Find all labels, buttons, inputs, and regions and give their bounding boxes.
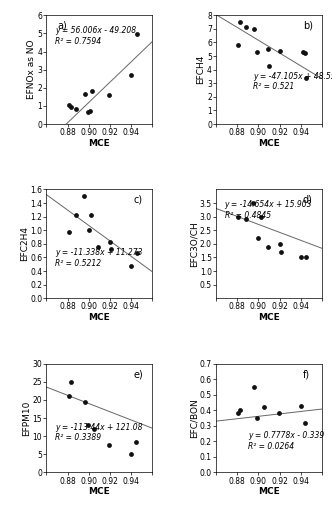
Point	[73, 211, 79, 219]
Y-axis label: EFNOx as NO: EFNOx as NO	[27, 40, 36, 100]
Point	[256, 234, 261, 242]
Text: y = 56.006x - 49.208
R² = 0.7594: y = 56.006x - 49.208 R² = 0.7594	[55, 26, 136, 46]
Point	[128, 450, 134, 458]
Point	[128, 262, 134, 270]
Point	[238, 18, 243, 26]
Y-axis label: EFC2H4: EFC2H4	[20, 227, 29, 261]
Point	[255, 48, 260, 56]
Point	[298, 253, 303, 262]
Text: y = -11.338x + 11.273
R² = 0.5212: y = -11.338x + 11.273 R² = 0.5212	[55, 248, 142, 268]
X-axis label: MCE: MCE	[89, 313, 110, 322]
Point	[73, 105, 79, 113]
Point	[87, 107, 93, 115]
Point	[66, 101, 71, 109]
Point	[81, 192, 86, 200]
Y-axis label: EFC3O/CH: EFC3O/CH	[189, 221, 199, 267]
Text: b): b)	[303, 21, 313, 30]
Point	[303, 74, 309, 82]
Text: y = -113.44x + 121.08
R² = 0.3389: y = -113.44x + 121.08 R² = 0.3389	[55, 423, 142, 442]
Point	[252, 383, 257, 391]
Y-axis label: EFCH4: EFCH4	[197, 55, 206, 84]
Point	[298, 401, 303, 409]
X-axis label: MCE: MCE	[89, 487, 110, 496]
Text: y = -47.105x + 48.555
R² = 0.521: y = -47.105x + 48.555 R² = 0.521	[253, 72, 332, 91]
Point	[276, 409, 281, 418]
Text: e): e)	[133, 369, 143, 379]
Point	[255, 414, 260, 422]
Point	[85, 108, 90, 116]
Y-axis label: EFPM10: EFPM10	[22, 400, 31, 436]
Point	[261, 403, 266, 411]
Point	[82, 90, 87, 98]
Point	[277, 47, 282, 55]
Point	[66, 228, 71, 236]
Point	[106, 441, 112, 449]
Point	[266, 61, 272, 70]
Point	[258, 212, 263, 220]
Point	[238, 406, 243, 415]
Point	[134, 249, 139, 258]
Y-axis label: EFC/BON: EFC/BON	[189, 398, 199, 438]
Point	[243, 215, 248, 224]
Point	[106, 91, 112, 99]
Point	[278, 248, 284, 256]
Point	[68, 103, 73, 111]
Point	[300, 48, 306, 56]
Point	[302, 49, 308, 57]
Text: d): d)	[303, 195, 313, 205]
Point	[236, 41, 241, 49]
Point	[85, 421, 90, 429]
Point	[252, 25, 257, 33]
X-axis label: MCE: MCE	[89, 139, 110, 148]
Point	[108, 238, 113, 246]
Point	[250, 199, 256, 207]
Point	[133, 437, 138, 446]
Point	[92, 425, 97, 433]
Point	[243, 23, 248, 31]
Point	[68, 377, 73, 386]
Text: a): a)	[57, 21, 67, 30]
Text: y = -14.654x + 15.903
R² = 0.4845: y = -14.654x + 15.903 R² = 0.4845	[224, 201, 312, 220]
Point	[86, 226, 92, 234]
Point	[236, 409, 241, 418]
Point	[128, 71, 134, 79]
Text: f): f)	[303, 369, 310, 379]
Text: c): c)	[133, 195, 142, 205]
X-axis label: MCE: MCE	[258, 139, 280, 148]
Point	[96, 243, 101, 251]
Point	[277, 240, 282, 248]
Point	[265, 45, 271, 53]
Point	[109, 245, 114, 253]
Point	[82, 398, 87, 406]
X-axis label: MCE: MCE	[258, 313, 280, 322]
Point	[303, 253, 309, 262]
Point	[66, 392, 71, 400]
Text: y = 0.7778x - 0.339
R² = 0.0264: y = 0.7778x - 0.339 R² = 0.0264	[248, 431, 324, 451]
Point	[265, 242, 271, 250]
X-axis label: MCE: MCE	[258, 487, 280, 496]
Point	[88, 210, 94, 218]
Point	[302, 419, 308, 427]
Point	[134, 30, 139, 39]
Point	[236, 212, 241, 220]
Point	[89, 86, 95, 94]
